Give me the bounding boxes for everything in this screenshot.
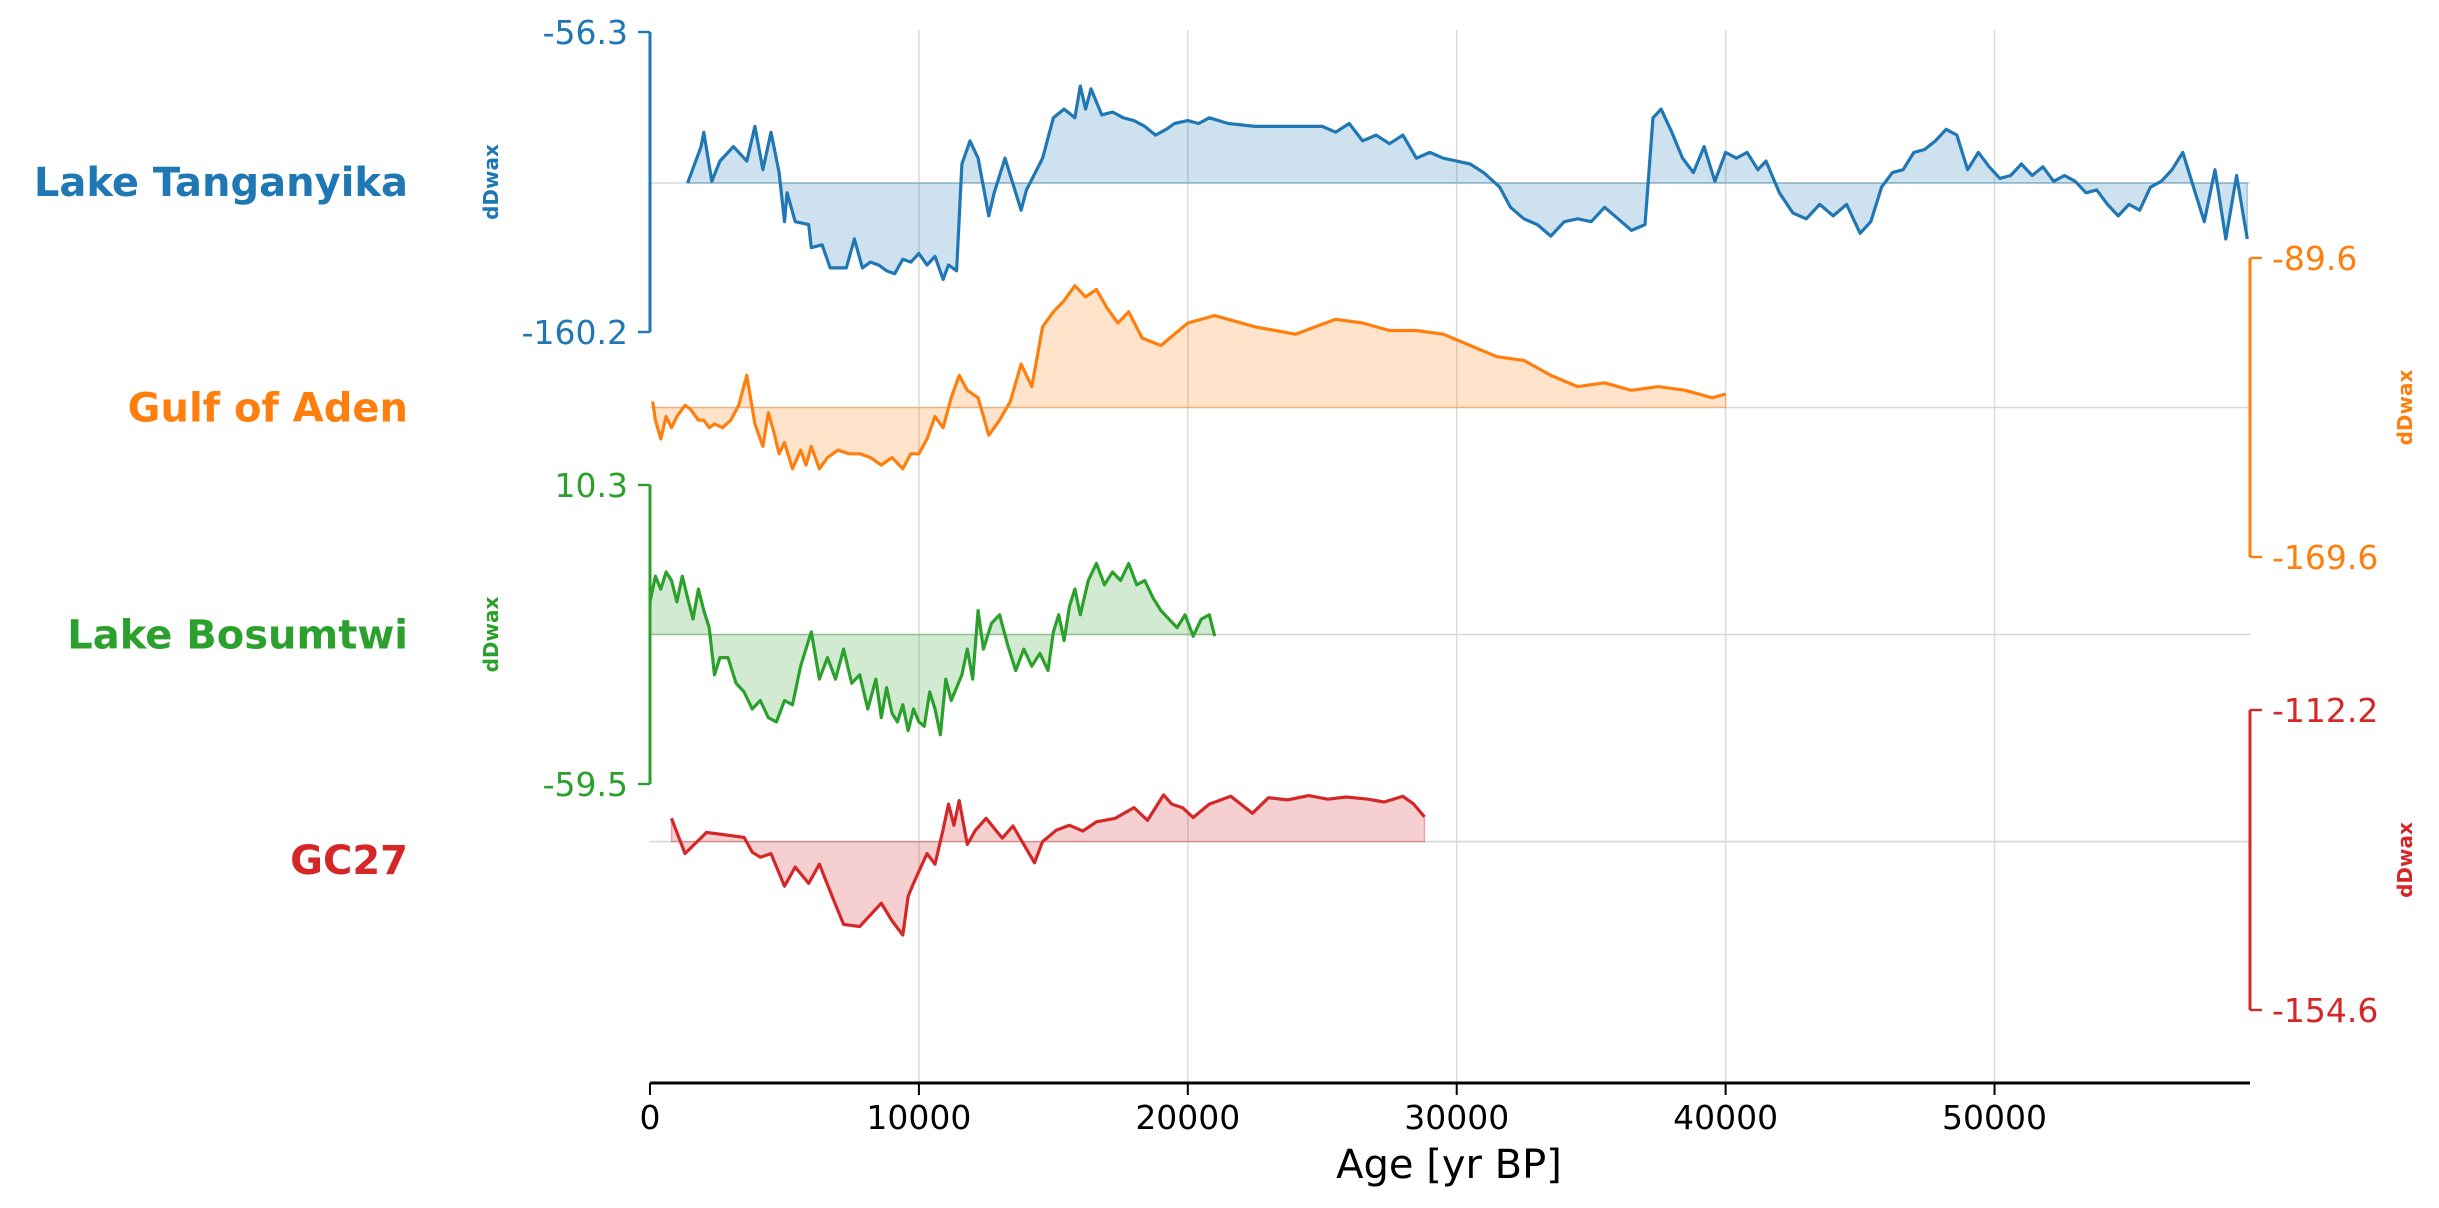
- series-2: Lake Bosumtwi 10.3 -59.5 dDwax: [67, 466, 1217, 804]
- y-tick-label: 10.3: [555, 466, 628, 505]
- y-tick-label: -112.2: [2272, 691, 2378, 730]
- x-tick-label: 20000: [1135, 1098, 1240, 1137]
- x-tick-label: 50000: [1942, 1098, 2047, 1137]
- series-title: Gulf of Aden: [128, 386, 408, 432]
- grid-lines: [918, 30, 1996, 1083]
- series-title: Lake Tanganyika: [34, 160, 408, 206]
- series-title: GC27: [290, 838, 408, 884]
- series-3: GC27 -112.2 -154.6 dDwax: [290, 691, 2417, 1030]
- x-tick-label: 40000: [1673, 1098, 1778, 1137]
- series-fill: [670, 793, 1426, 937]
- axes: 0 10000 20000 30000 40000 50000: [640, 1081, 2250, 1137]
- series-fill: [686, 85, 2249, 282]
- y-tick-label: -154.6: [2272, 991, 2378, 1030]
- x-tick-label: 0: [640, 1098, 661, 1137]
- series-fill: [651, 284, 1727, 471]
- y-tick-label: -169.6: [2272, 538, 2378, 577]
- series-line: [648, 561, 1217, 737]
- series-title: Lake Bosumtwi: [67, 613, 408, 659]
- x-tick-label: 30000: [1404, 1098, 1509, 1137]
- series-fill: [649, 561, 1216, 735]
- y-tick-label: -56.3: [543, 13, 628, 52]
- series-line: [670, 793, 1426, 937]
- x-axis-label: Age [yr BP]: [1336, 1142, 1562, 1188]
- series-line: [651, 284, 1727, 471]
- y-tick-label: -59.5: [543, 765, 628, 804]
- y-tick-label: -89.6: [2272, 239, 2357, 278]
- y-axis-label: dDwax: [2393, 822, 2417, 898]
- y-axis-label: dDwax: [479, 144, 503, 220]
- y-axis-label: dDwax: [479, 597, 503, 673]
- series-1: Gulf of Aden -89.6 -169.6 dDwax: [128, 239, 2417, 577]
- series-0: Lake Tanganyika -56.3 -160.2 dDwax: [34, 13, 2249, 352]
- y-tick-label: -160.2: [522, 313, 628, 352]
- y-axis-label: dDwax: [2393, 370, 2417, 446]
- x-tick-label: 10000: [866, 1098, 971, 1137]
- series-line: [686, 84, 2249, 281]
- baselines: [650, 182, 2250, 843]
